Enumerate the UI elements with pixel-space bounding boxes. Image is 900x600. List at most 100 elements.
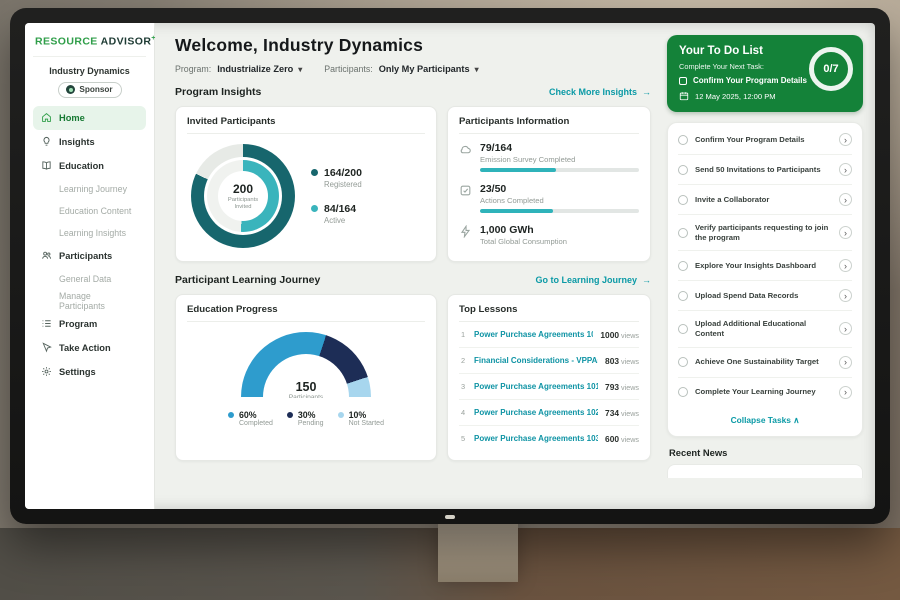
emission-survey-label: Emission Survey Completed (480, 155, 576, 164)
todo-next-checkbox[interactable] (679, 76, 687, 85)
sidebar-item-label: Learning Journey (59, 183, 127, 194)
lesson-row[interactable]: 4 Power Purchase Agreements 102 734 views (459, 400, 639, 426)
education-center-value: 150 (295, 380, 317, 394)
task-checkbox[interactable] (678, 290, 688, 301)
program-filter: Program: Industrialize Zero ▾ (175, 64, 302, 74)
participants-filter-dropdown[interactable]: Only My Participants ▾ (379, 64, 479, 74)
task-label: Invite a Collaborator (695, 194, 770, 204)
task-chevron-icon[interactable]: › (839, 259, 852, 273)
task-row[interactable]: Verify participants requesting to join t… (678, 215, 852, 252)
sidebar-item-education[interactable]: Education (33, 154, 146, 178)
sponsor-badge[interactable]: Sponsor (57, 81, 122, 98)
sidebar-item-general-data[interactable]: General Data (33, 268, 146, 290)
go-to-learning-journey-link[interactable]: Go to Learning Journey → (535, 275, 651, 285)
lesson-row[interactable]: 1 Power Purchase Agreements 101 1000 view… (459, 322, 639, 348)
monitor-stand (438, 520, 518, 582)
task-checkbox[interactable] (678, 194, 688, 205)
recent-news-heading: Recent News (669, 446, 728, 458)
not-started-dot-icon (337, 412, 344, 418)
book-icon (41, 160, 52, 171)
stat-emission-survey: 79/164 Emission Survey Completed (459, 142, 639, 172)
task-chevron-icon[interactable]: › (839, 193, 852, 206)
task-chevron-icon[interactable]: › (839, 322, 852, 336)
task-row[interactable]: Confirm Your Program Details › (678, 125, 852, 155)
completed-value: 60% (239, 410, 257, 420)
collapse-tasks-label: Collapse Tasks (730, 414, 791, 425)
lesson-views: 1000 views (600, 329, 639, 340)
lesson-title[interactable]: Power Purchase Agreements 101 (474, 382, 599, 391)
task-checkbox[interactable] (678, 357, 688, 367)
task-checkbox[interactable] (678, 387, 688, 397)
task-chevron-icon[interactable]: › (839, 226, 852, 240)
insights-cards-row: Invited Participants 200 Participants In… (175, 106, 651, 262)
sidebar-item-home[interactable]: Home (33, 105, 146, 130)
task-chevron-icon[interactable]: › (839, 163, 852, 176)
pending-label: Pending (297, 420, 324, 427)
sidebar-item-program[interactable]: Program (33, 312, 146, 336)
task-checkbox[interactable] (678, 164, 688, 175)
task-label: Send 50 Invitations to Participants (695, 164, 821, 174)
arrow-right-icon: → (642, 275, 651, 285)
dashboard-screen: RESOURCE ADVISOR+ Industry Dynamics Spon… (25, 23, 875, 509)
program-filter-dropdown[interactable]: Industrialize Zero ▾ (217, 64, 302, 74)
task-chevron-icon[interactable]: › (839, 385, 852, 399)
pointer-icon (41, 342, 52, 353)
task-row[interactable]: Achieve One Sustainability Target › (678, 348, 852, 378)
task-row[interactable]: Complete Your Learning Journey › (678, 378, 852, 407)
invited-center-label: Participants Invited (227, 196, 259, 210)
todo-next-task[interactable]: Confirm Your Program Details (679, 76, 851, 85)
lesson-title[interactable]: Power Purchase Agreements 101 (474, 330, 594, 339)
task-checkbox[interactable] (678, 260, 688, 271)
invited-center-value: 200 (232, 181, 254, 196)
sidebar-item-learning-insights[interactable]: Learning Insights (33, 222, 146, 244)
task-row[interactable]: Upload Spend Data Records › (678, 281, 852, 312)
task-row[interactable]: Upload Additional Educational Content › (678, 311, 852, 348)
actions-completed-progressbar (480, 209, 639, 213)
participants-filter: Participants: Only My Participants ▾ (324, 64, 478, 74)
todo-progress-ring: 0/7 (809, 47, 853, 91)
not-started-label: Not Started (348, 420, 384, 427)
collapse-tasks-link[interactable]: Collapse Tasks ∧ (678, 407, 852, 434)
brand-secondary: ADVISOR (100, 35, 152, 48)
lesson-row[interactable]: 3 Power Purchase Agreements 101 793 views (459, 374, 639, 400)
task-chevron-icon[interactable]: › (839, 289, 852, 303)
check-more-insights-label: Check More Insights (548, 87, 637, 97)
task-checkbox[interactable] (678, 134, 688, 145)
todo-card: 0/7 Your To Do List Complete Your Next T… (667, 35, 863, 112)
task-label: Explore Your Insights Dashboard (695, 260, 817, 270)
recent-news-card (667, 463, 863, 478)
sidebar-item-learning-journey[interactable]: Learning Journey (33, 178, 146, 200)
invited-legend: 164/200 Registered 84/164 Active (311, 167, 362, 225)
task-row[interactable]: Invite a Collaborator › (678, 185, 852, 215)
sidebar-item-label: Settings (59, 366, 96, 377)
stat-global-consumption: 1,000 GWh Total Global Consumption (459, 224, 639, 246)
program-insights-title: Program Insights (175, 86, 262, 98)
sidebar-item-take-action[interactable]: Take Action (33, 336, 146, 360)
not-started-value: 10% (348, 410, 367, 420)
task-checkbox[interactable] (678, 323, 688, 334)
lesson-views: 600 views (605, 433, 639, 444)
lesson-row[interactable]: 5 Power Purchase Agreements 103 600 views (459, 426, 639, 451)
home-icon (41, 112, 52, 123)
education-progress-card: Education Progress 150 Participants (175, 294, 437, 461)
lesson-title[interactable]: Power Purchase Agreements 102 (474, 408, 599, 417)
todo-title: Your To Do List (679, 45, 763, 57)
lesson-title[interactable]: Power Purchase Agreements 103 (474, 434, 599, 443)
sidebar-item-settings[interactable]: Settings (33, 360, 146, 384)
sidebar-item-manage-participants[interactable]: Manage Participants (33, 290, 146, 312)
task-row[interactable]: Send 50 Invitations to Participants › (678, 155, 852, 185)
task-checkbox[interactable] (678, 227, 688, 238)
sidebar-item-participants[interactable]: Participants (33, 244, 146, 268)
program-filter-value: Industrialize Zero (217, 64, 294, 74)
active-value: 84/164 (324, 203, 357, 215)
lesson-title[interactable]: Financial Considerations - VPPAs (474, 356, 599, 365)
app-logo: RESOURCE ADVISOR+ (33, 33, 155, 57)
lesson-row[interactable]: 2 Financial Considerations - VPPAs 803 vi… (459, 348, 639, 374)
check-more-insights-link[interactable]: Check More Insights → (549, 87, 651, 97)
task-chevron-icon[interactable]: › (839, 355, 852, 369)
sidebar-item-label: Learning Insights (59, 227, 126, 238)
task-row[interactable]: Explore Your Insights Dashboard › (678, 251, 852, 282)
sidebar-item-education-content[interactable]: Education Content (33, 200, 146, 222)
sidebar-item-insights[interactable]: Insights (33, 130, 146, 154)
task-chevron-icon[interactable]: › (839, 133, 852, 146)
